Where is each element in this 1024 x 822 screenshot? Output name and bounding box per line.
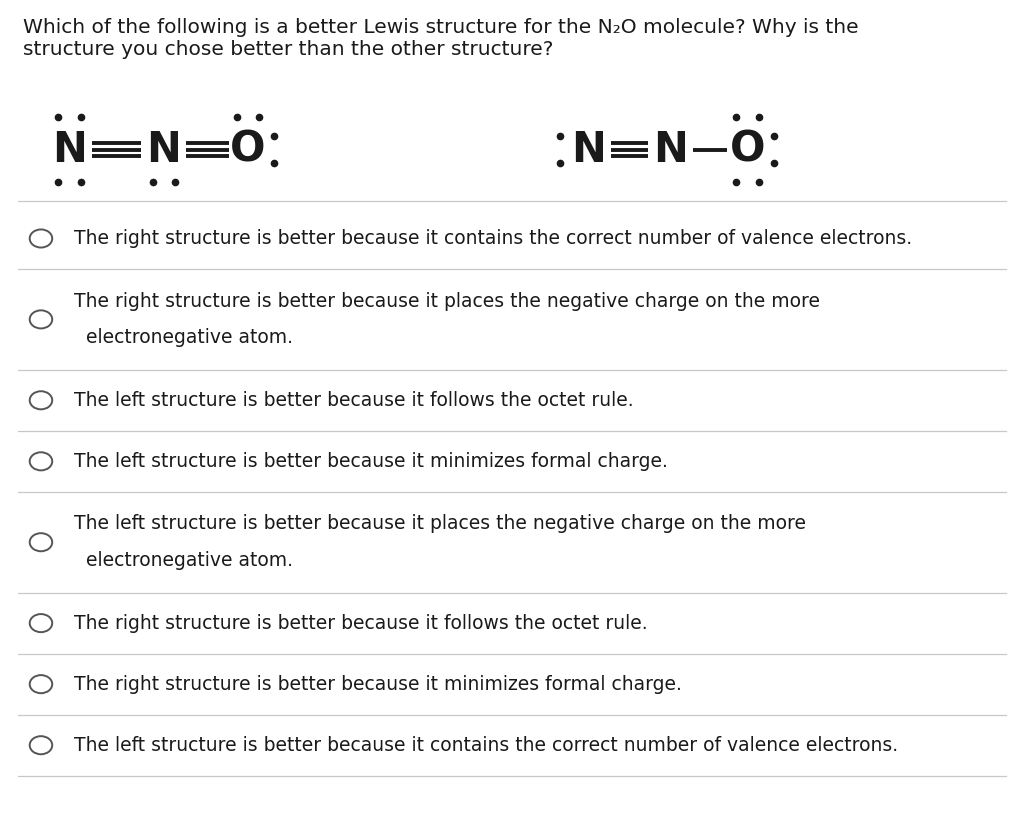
Text: electronegative atom.: electronegative atom. [86, 328, 293, 347]
Text: N: N [146, 128, 181, 171]
Text: Which of the following is a better Lewis structure for the N₂O molecule? Why is : Which of the following is a better Lewis… [23, 18, 858, 37]
Text: The right structure is better because it places the negative charge on the more: The right structure is better because it… [74, 292, 820, 311]
Text: The right structure is better because it follows the octet rule.: The right structure is better because it… [74, 613, 647, 633]
Text: electronegative atom.: electronegative atom. [86, 551, 293, 570]
Text: N: N [571, 128, 606, 171]
Text: The left structure is better because it follows the octet rule.: The left structure is better because it … [74, 390, 634, 410]
Text: The left structure is better because it contains the correct number of valence e: The left structure is better because it … [74, 736, 898, 755]
Text: N: N [52, 128, 87, 171]
Text: The right structure is better because it contains the correct number of valence : The right structure is better because it… [74, 229, 911, 248]
Text: The left structure is better because it places the negative charge on the more: The left structure is better because it … [74, 515, 806, 533]
Text: The left structure is better because it minimizes formal charge.: The left structure is better because it … [74, 452, 668, 471]
Text: O: O [230, 128, 265, 171]
Text: O: O [730, 128, 765, 171]
Text: N: N [653, 128, 688, 171]
Text: The right structure is better because it minimizes formal charge.: The right structure is better because it… [74, 675, 682, 694]
Text: structure you chose better than the other structure?: structure you chose better than the othe… [23, 40, 553, 59]
